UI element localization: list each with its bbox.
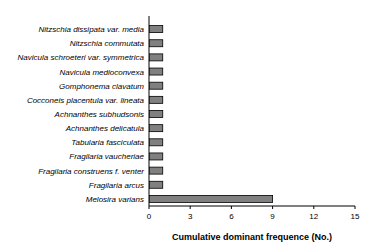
- bar: [149, 181, 163, 188]
- x-tick: [313, 206, 314, 209]
- x-tick: [149, 206, 150, 209]
- category-label: Fragilaria vaucheriae: [69, 152, 144, 161]
- x-tick-label: 9: [270, 212, 275, 221]
- x-tick-label: 12: [309, 212, 318, 221]
- bar: [149, 125, 163, 132]
- bar: [149, 96, 163, 103]
- bars: [149, 26, 273, 203]
- category-label: Cocconeis placentula var. lineata: [27, 96, 145, 105]
- x-axis-label: Cumulative dominant frequence (No.): [172, 232, 332, 242]
- x-tick: [355, 206, 356, 209]
- x-tick-label: 15: [351, 212, 360, 221]
- bar: [149, 153, 163, 160]
- bar: [149, 54, 163, 61]
- category-label: Gomphonema clavatum: [59, 82, 144, 91]
- bar: [149, 40, 163, 47]
- bar: [149, 139, 163, 146]
- y-axis-line: [149, 16, 150, 206]
- category-label: Fragilaria arcus: [89, 181, 144, 190]
- bar: [149, 82, 163, 89]
- category-label: Fragilaria construens f. venter: [38, 167, 144, 176]
- x-tick: [231, 206, 232, 209]
- x-tick-label: 3: [188, 212, 193, 221]
- x-axis-line: [149, 206, 355, 207]
- category-label: Achnanthes delicatula: [65, 124, 145, 133]
- x-tick-label: 6: [229, 212, 234, 221]
- category-label: Nitzschia dissipata var. media: [38, 25, 144, 34]
- bar: [149, 111, 163, 118]
- bar: [149, 26, 163, 33]
- bar: [149, 167, 163, 174]
- category-label: Tabularia fasciculata: [71, 138, 144, 147]
- category-label: Nitzschia commutata: [70, 39, 145, 48]
- category-label: Navicula schroeteri var. symmetrica: [18, 53, 145, 62]
- bar: [149, 195, 273, 202]
- chart-root: 0 3 6 9 12 15 Nitzschia dissipata var. media Ni…: [0, 0, 383, 250]
- category-label: Navicula medioconvexa: [60, 68, 145, 77]
- x-tick: [190, 206, 191, 209]
- bar: [149, 68, 163, 75]
- chart-svg: 0 3 6 9 12 15 Nitzschia dissipata var. media Ni…: [0, 0, 383, 250]
- x-tick-label: 0: [147, 212, 152, 221]
- category-label: Melosira varians: [86, 195, 144, 204]
- x-tick: [272, 206, 273, 209]
- category-label: Achnanthes subhudsonis: [54, 110, 144, 119]
